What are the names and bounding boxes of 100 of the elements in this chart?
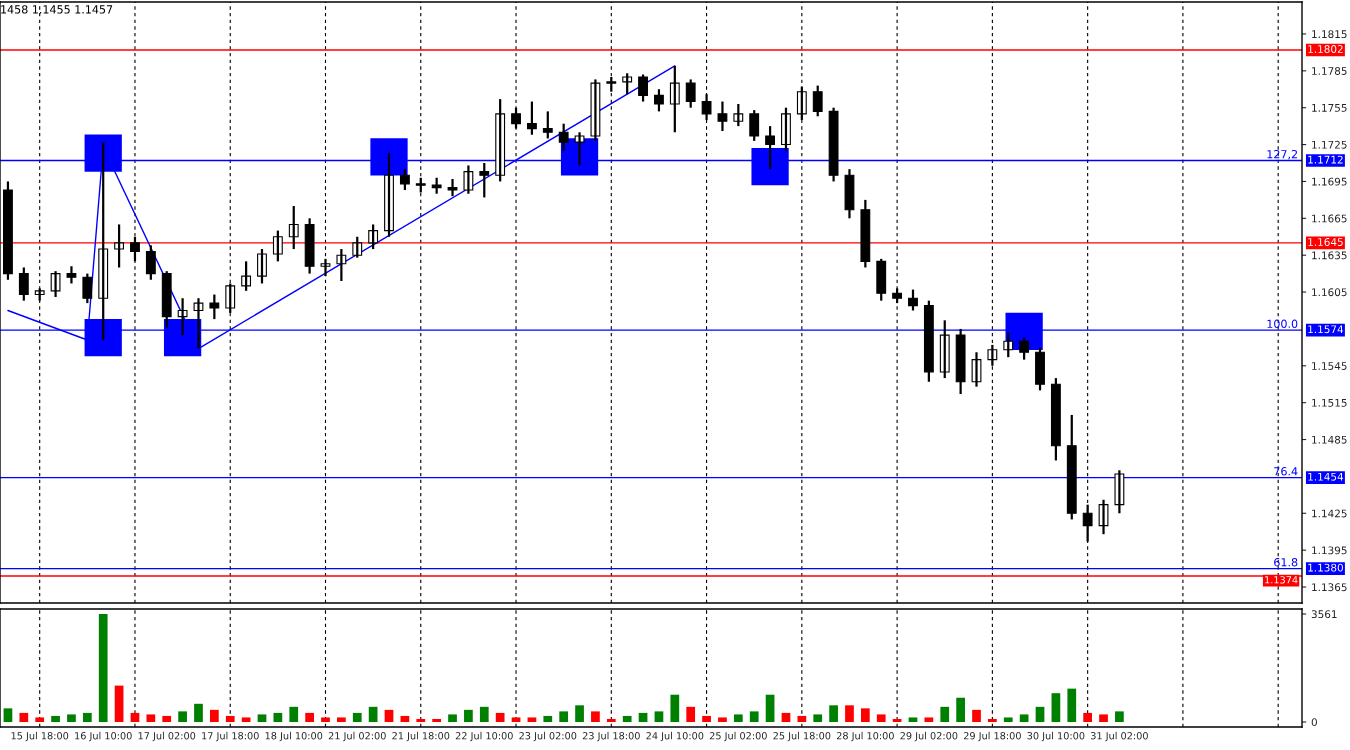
x-tick-label: 25 Jul 18:00 [773,731,831,742]
bar [1019,714,1029,722]
ref-line-label: 1.1645 [1308,238,1343,246]
bar [1115,711,1124,722]
bar [559,711,569,722]
bar [67,714,76,722]
bar [749,711,759,722]
bar [956,697,965,722]
bar [511,717,521,722]
annotation: 61.8 [1274,558,1298,567]
x-tick-label: 25 Jul 02:00 [709,731,767,742]
bar [1035,706,1045,722]
x-tick-label: 21 Jul 18:00 [392,731,450,742]
y-tick-label: 1.1785 [1312,67,1347,75]
y-tick-label: 1.1695 [1312,177,1347,186]
x-tick-label: 31 Jul 02:00 [1090,731,1148,742]
candlestick [114,223,125,269]
y-tick-label: 1.1815 [1312,30,1347,39]
bar [289,706,299,722]
bar [130,712,140,722]
candlestick [622,72,633,96]
bar [686,706,696,722]
bar [400,715,410,722]
point [370,138,408,176]
x-tick-label: 28 Jul 10:00 [836,731,894,742]
bar [432,718,442,722]
bar [733,714,743,722]
x-tick-label: 17 Jul 02:00 [138,731,196,742]
bar [1067,688,1077,722]
bar [892,718,902,722]
bar [3,708,13,722]
bar [321,717,330,722]
ref-line-label: 1.1380 [1308,563,1343,572]
annotation: 1458 1.1455 1.1457 [1,5,113,14]
bar [940,706,950,722]
bar [35,717,45,722]
annotation: 127,2 [1267,149,1297,160]
ref-line-label: 1.1802 [1308,45,1343,53]
bar [114,685,124,722]
y-tick-label: 1.1755 [1312,104,1347,112]
bar [479,706,489,722]
bar [352,712,362,722]
bar [257,714,267,722]
bar [225,715,235,722]
y-tick-label: 0 [1311,718,1317,727]
bar [448,714,457,722]
y-tick-label: 1.1665 [1312,214,1347,223]
bar [654,711,664,722]
bar [860,708,870,722]
x-tick-label: 15 Jul 18:00 [11,731,69,742]
bar [273,712,283,722]
ref-line-label: 1.1712 [1308,155,1343,164]
bar [908,717,918,722]
bar [702,715,711,722]
bar [464,709,473,722]
y-tick-label: 3561 [1311,610,1337,619]
bar [209,709,219,722]
bar [988,718,997,722]
annotation: 100.0 [1267,319,1298,328]
bar [718,717,727,722]
x-tick-label: 22 Jul 10:00 [455,731,513,742]
ref-line-label: 1.1454 [1308,472,1344,481]
bar [527,717,537,722]
bar [1083,712,1093,722]
y-tick-label: 1.1605 [1312,288,1347,297]
bar [876,714,886,722]
bar [1051,693,1061,722]
bar [670,694,680,722]
y-tick-label: 1.1485 [1312,435,1347,444]
y-tick-label: 1.1545 [1312,362,1347,370]
annotation: 76.4 [1274,467,1298,476]
bar [591,711,600,722]
y-tick-label: 1.1635 [1312,251,1347,260]
x-tick-label: 24 Jul 10:00 [646,731,704,742]
candlestick [209,293,220,321]
point [84,318,122,357]
bar [162,715,172,722]
bar [924,717,934,722]
bar [972,709,981,722]
bar [241,717,251,722]
bar [1099,714,1108,722]
bar [416,718,426,722]
y-tick-label: 1.1365 [1312,583,1347,592]
bar [813,714,823,722]
bar [543,715,553,722]
x-tick-label: 17 Jul 18:00 [202,731,259,742]
bar [797,715,807,722]
bar [575,705,584,722]
bar [384,709,394,722]
bar [368,706,378,722]
bar [765,694,775,722]
bar [98,614,108,722]
point [751,148,789,186]
x-tick-label: 16 Jul 10:00 [75,731,132,742]
y-tick-label: 1.1725 [1312,140,1347,149]
x-tick-label: 23 Jul 02:00 [519,731,577,742]
x-tick-label: 23 Jul 18:00 [582,731,640,742]
point [84,134,122,172]
x-tick-label: 18 Jul 10:00 [265,731,323,742]
bar [1003,717,1013,722]
